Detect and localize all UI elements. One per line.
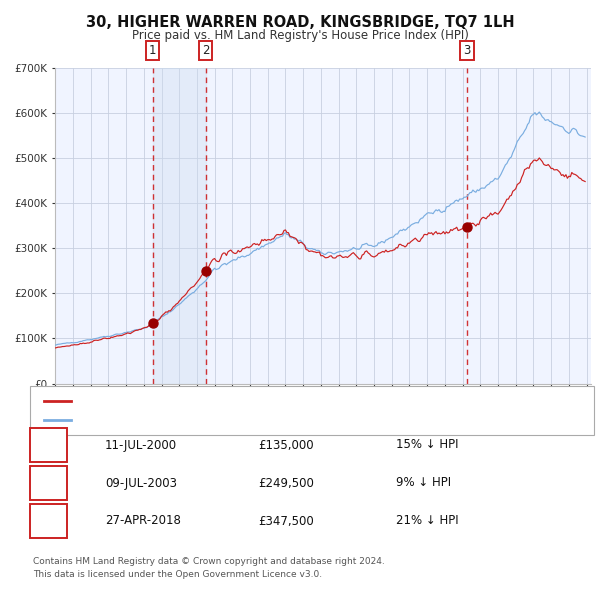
Text: HPI: Average price, detached house, South Hams: HPI: Average price, detached house, Sout… [75, 415, 323, 425]
Text: 2: 2 [202, 44, 209, 57]
Text: This data is licensed under the Open Government Licence v3.0.: This data is licensed under the Open Gov… [33, 571, 322, 579]
Text: 15% ↓ HPI: 15% ↓ HPI [396, 438, 458, 451]
Text: 1: 1 [45, 438, 52, 451]
Bar [152, 68, 206, 384]
Text: 9% ↓ HPI: 9% ↓ HPI [396, 477, 451, 490]
Text: £135,000: £135,000 [258, 438, 314, 451]
Text: 09-JUL-2003: 09-JUL-2003 [105, 477, 177, 490]
Text: £347,500: £347,500 [258, 514, 314, 527]
Text: £249,500: £249,500 [258, 477, 314, 490]
Text: 30, HIGHER WARREN ROAD, KINGSBRIDGE, TQ7 1LH (detached house): 30, HIGHER WARREN ROAD, KINGSBRIDGE, TQ7… [75, 396, 433, 407]
Text: 3: 3 [463, 44, 470, 57]
Text: 1: 1 [149, 44, 157, 57]
Text: 2: 2 [45, 477, 52, 490]
Text: 3: 3 [45, 514, 52, 527]
Text: Contains HM Land Registry data © Crown copyright and database right 2024.: Contains HM Land Registry data © Crown c… [33, 558, 385, 566]
Text: 27-APR-2018: 27-APR-2018 [105, 514, 181, 527]
Text: Price paid vs. HM Land Registry's House Price Index (HPI): Price paid vs. HM Land Registry's House … [131, 30, 469, 42]
Text: 21% ↓ HPI: 21% ↓ HPI [396, 514, 458, 527]
Text: 11-JUL-2000: 11-JUL-2000 [105, 438, 177, 451]
Text: 30, HIGHER WARREN ROAD, KINGSBRIDGE, TQ7 1LH: 30, HIGHER WARREN ROAD, KINGSBRIDGE, TQ7… [86, 15, 514, 30]
